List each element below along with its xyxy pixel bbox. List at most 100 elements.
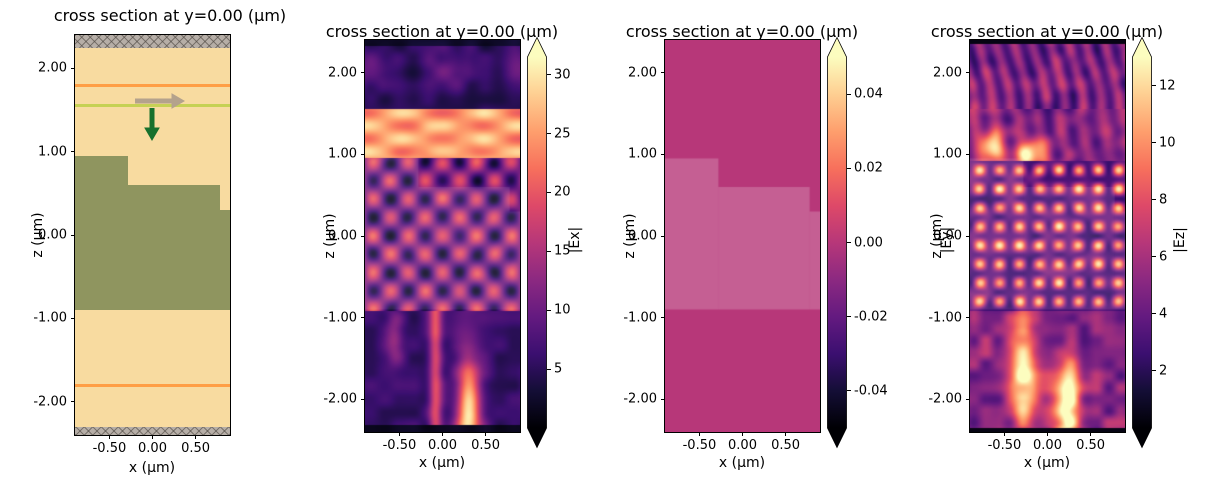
ex-plot-area: [364, 39, 521, 433]
y-tick-mark: [71, 151, 75, 153]
colorbar-tick-mark: [547, 368, 551, 370]
x-tick-mark: [1090, 432, 1092, 436]
x-tick-label: 0.50: [471, 438, 501, 453]
plot-title: cross section at y=0.00 (µm): [930, 22, 1164, 41]
y-tick-mark: [71, 234, 75, 236]
y-tick-mark: [966, 317, 970, 319]
x-tick-mark: [485, 432, 487, 436]
x-tick-mark: [398, 432, 400, 436]
y-tick-label: -1.00: [623, 310, 657, 326]
colorbar-tick-label: 8: [1159, 192, 1168, 208]
polarization-arrow: [135, 93, 185, 109]
structure-slab: [219, 210, 230, 310]
y-tick-label: -1.00: [928, 310, 962, 326]
y-tick-mark: [966, 235, 970, 237]
x-tick-mark: [108, 435, 110, 439]
x-axis-label: x (µm): [718, 455, 766, 471]
y-tick-label: 2.00: [628, 65, 657, 81]
y-tick-label: 2.00: [933, 65, 962, 81]
colorbar-gradient: [827, 36, 847, 449]
colorbar-tick-label: 2: [1159, 363, 1168, 379]
plot-title: cross section at y=0.00 (µm): [53, 6, 287, 25]
plot-title: cross section at y=0.00 (µm): [625, 22, 859, 41]
y-tick-label: -2.00: [928, 391, 962, 407]
y-tick-mark: [361, 153, 365, 155]
colorbar-tick-mark: [547, 74, 551, 76]
y-tick-label: 1.00: [933, 146, 962, 162]
y-tick-mark: [966, 398, 970, 400]
y-tick-label: 2.00: [328, 65, 357, 81]
x-tick-mark: [442, 432, 443, 436]
y-tick-mark: [661, 153, 665, 155]
x-tick-mark: [1047, 432, 1048, 436]
x-axis-label: x (µm): [418, 455, 466, 471]
flux-monitor-line: [75, 84, 230, 87]
colorbar-tick-mark: [847, 390, 851, 392]
y-tick-label: 1.00: [328, 146, 357, 162]
structure-slab: [128, 185, 220, 310]
x-tick-label: 0.50: [1076, 438, 1106, 453]
colorbar-tick-label: 0.02: [854, 160, 883, 176]
x-axis-label: x (µm): [128, 460, 176, 476]
x-tick-label: -0.50: [682, 438, 717, 453]
colorbar-tick-label: -0.02: [854, 309, 888, 325]
colorbar-ex: [527, 36, 547, 449]
propagation-arrow: [144, 108, 160, 141]
colorbar-tick-mark: [1152, 85, 1156, 87]
y-tick-mark: [71, 67, 75, 69]
y-tick-mark: [661, 398, 665, 400]
y-tick-mark: [361, 398, 365, 400]
colorbar-tick-label: -0.04: [854, 383, 888, 399]
plot-title: cross section at y=0.00 (µm): [325, 22, 559, 41]
y-tick-label: -2.00: [33, 394, 67, 410]
y-tick-mark: [361, 317, 365, 319]
x-tick-mark: [1003, 432, 1005, 436]
colorbar-gradient: [1132, 36, 1152, 449]
x-tick-label: -0.50: [92, 441, 127, 456]
ex-canvas: [365, 40, 520, 432]
colorbar-tick-mark: [547, 250, 551, 252]
y-tick-label: -2.00: [623, 391, 657, 407]
x-tick-mark: [152, 435, 153, 439]
y-tick-mark: [661, 72, 665, 74]
x-tick-label: 0.00: [428, 438, 457, 453]
y-tick-label: 1.00: [38, 144, 67, 160]
colorbar-tick-label: 5: [554, 361, 563, 377]
x-tick-label: 0.00: [138, 441, 167, 456]
source-arrows: [135, 93, 185, 141]
colorbar-tick-label: 6: [1159, 249, 1168, 265]
x-tick-mark: [698, 432, 700, 436]
colorbar-tick-label: 0.04: [854, 86, 883, 102]
flux-monitor-line: [75, 384, 230, 387]
colorbar-tick-mark: [847, 242, 851, 243]
colorbar-tick-label: 0.00: [854, 235, 883, 250]
colorbar-tick-mark: [1152, 313, 1156, 315]
x-tick-label: 0.00: [728, 438, 757, 453]
pml-bottom: [75, 426, 230, 435]
y-tick-label: 2.00: [38, 60, 67, 76]
colorbar-tick-mark: [1152, 142, 1156, 144]
x-tick-label: 0.50: [181, 441, 211, 456]
colorbar-tick-mark: [847, 93, 851, 95]
colorbar-tick-mark: [1152, 256, 1156, 258]
y-tick-mark: [661, 317, 665, 319]
y-tick-label: 1.00: [628, 146, 657, 162]
y-tick-mark: [361, 72, 365, 74]
y-tick-label: -1.00: [33, 310, 67, 326]
x-axis-label: x (µm): [1023, 455, 1071, 471]
pml-top: [75, 35, 230, 48]
colorbar-tick-label: 12: [1159, 78, 1176, 94]
colorbar-tick-label: 20: [554, 184, 571, 200]
y-tick-label: -2.00: [323, 391, 357, 407]
colorbar-tick-mark: [547, 309, 551, 311]
x-tick-label: 0.50: [771, 438, 801, 453]
y-tick-mark: [71, 401, 75, 403]
ez-plot-area: [969, 39, 1126, 433]
y-tick-label: 0.00: [933, 228, 962, 244]
colorbar-tick-mark: [1152, 199, 1156, 201]
colorbar-tick-mark: [847, 316, 851, 318]
colorbar-tick-mark: [547, 191, 551, 193]
